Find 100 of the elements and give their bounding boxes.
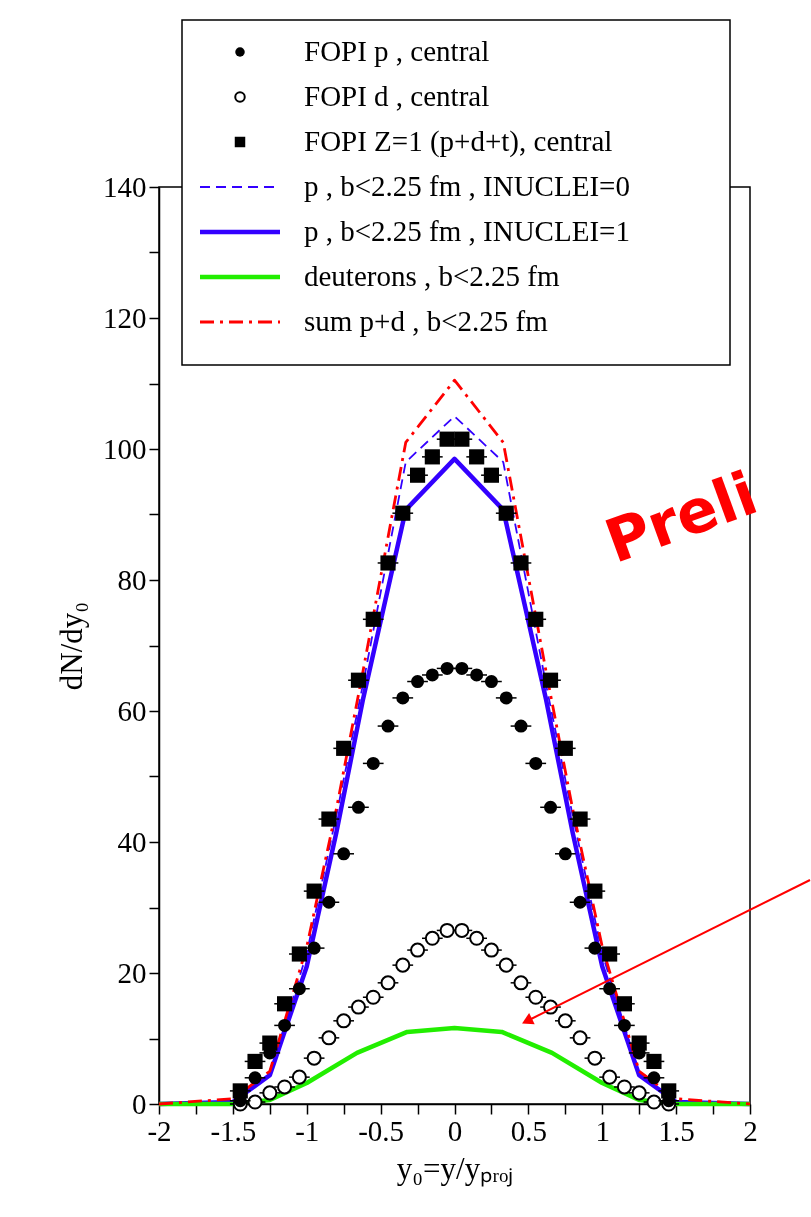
point xyxy=(365,611,381,627)
point xyxy=(470,668,484,682)
point xyxy=(558,847,572,861)
point xyxy=(409,467,426,483)
point xyxy=(616,1079,632,1095)
point xyxy=(336,1013,352,1029)
point xyxy=(572,811,588,827)
point xyxy=(544,800,558,814)
annotation: Preli xyxy=(595,457,766,577)
point xyxy=(232,1083,248,1099)
point xyxy=(661,1083,677,1099)
point xyxy=(291,1069,307,1085)
point xyxy=(631,1035,647,1051)
point xyxy=(395,957,411,973)
point xyxy=(513,555,529,571)
x-tick-label: -2 xyxy=(147,1114,172,1147)
legend-label: sum p+d , b<2.25 fm xyxy=(304,305,549,337)
point xyxy=(247,1053,263,1070)
legend-label: FOPI d , central xyxy=(304,80,490,112)
x-tick-label: 1.5 xyxy=(658,1114,695,1147)
point xyxy=(440,661,454,675)
point xyxy=(380,975,396,991)
point xyxy=(587,883,603,899)
point xyxy=(365,989,381,1005)
point xyxy=(483,942,499,958)
y-tick-label: 140 xyxy=(103,170,147,203)
point xyxy=(277,1079,293,1095)
point xyxy=(498,505,514,521)
point xyxy=(469,930,485,946)
x-tick-label: 2 xyxy=(743,1114,758,1147)
point xyxy=(350,672,367,688)
point xyxy=(262,1035,278,1051)
point xyxy=(454,431,470,447)
point xyxy=(321,811,337,827)
point xyxy=(602,1069,618,1085)
point xyxy=(350,999,366,1015)
point xyxy=(410,942,426,958)
point xyxy=(411,675,425,689)
x-axis-title: y₀=y/yₚᵣₒⱼ xyxy=(396,1150,514,1187)
point xyxy=(616,996,632,1012)
point xyxy=(291,946,307,962)
y-axis-title: dN/dy₀ xyxy=(54,601,89,691)
point xyxy=(381,719,395,733)
point xyxy=(277,996,293,1012)
y-tick-label: 120 xyxy=(103,301,147,334)
point xyxy=(396,691,410,705)
point xyxy=(483,467,500,483)
y-tick-label: 60 xyxy=(117,694,147,727)
point xyxy=(542,672,559,688)
y-tick-label: 40 xyxy=(117,825,147,858)
point xyxy=(572,1030,588,1046)
y-tick-label: 100 xyxy=(103,432,147,465)
x-tick-label: -1.5 xyxy=(210,1114,257,1147)
y-tick-label: 0 xyxy=(132,1087,147,1120)
point xyxy=(262,1085,278,1101)
point xyxy=(646,1053,662,1070)
point xyxy=(529,756,543,770)
point xyxy=(425,668,439,682)
point xyxy=(646,1094,662,1110)
y-tick-label: 20 xyxy=(117,956,147,989)
point xyxy=(248,1071,262,1085)
point xyxy=(306,1050,322,1066)
point xyxy=(321,1030,337,1046)
point xyxy=(469,449,485,465)
legend-label: deuterons , b<2.25 fm xyxy=(304,260,561,292)
legend-label: p , b<2.25 fm , INUCLEI=0 xyxy=(304,170,630,202)
legend-label: p , b<2.25 fm , INUCLEI=1 xyxy=(304,215,630,247)
point xyxy=(292,982,306,996)
point xyxy=(351,800,365,814)
x-tick-label: -1 xyxy=(295,1114,320,1147)
y-tick-label: 80 xyxy=(117,563,147,596)
x-tick-label: 1 xyxy=(595,1114,610,1147)
point xyxy=(336,740,352,756)
point xyxy=(499,691,513,705)
point xyxy=(366,756,380,770)
point xyxy=(514,719,528,733)
point xyxy=(247,1094,263,1110)
legend-label: FOPI p , central xyxy=(304,35,490,67)
point xyxy=(602,946,618,962)
point xyxy=(603,982,617,996)
point xyxy=(424,449,440,465)
x-tick-label: 0.5 xyxy=(510,1114,547,1147)
point xyxy=(322,895,336,909)
point xyxy=(528,611,544,627)
point xyxy=(498,957,514,973)
point xyxy=(306,883,322,899)
point xyxy=(337,847,351,861)
point xyxy=(587,1050,603,1066)
x-tick-label: -0.5 xyxy=(358,1114,405,1147)
point xyxy=(395,505,411,521)
point xyxy=(307,941,321,955)
point xyxy=(484,675,498,689)
point xyxy=(631,1085,647,1101)
point xyxy=(617,1018,631,1032)
point xyxy=(513,975,529,991)
x-tick-label: 0 xyxy=(447,1114,463,1147)
point xyxy=(439,922,455,938)
point xyxy=(278,1018,292,1032)
point xyxy=(455,661,469,675)
legend-label: FOPI Z=1 (p+d+t), central xyxy=(304,125,613,158)
